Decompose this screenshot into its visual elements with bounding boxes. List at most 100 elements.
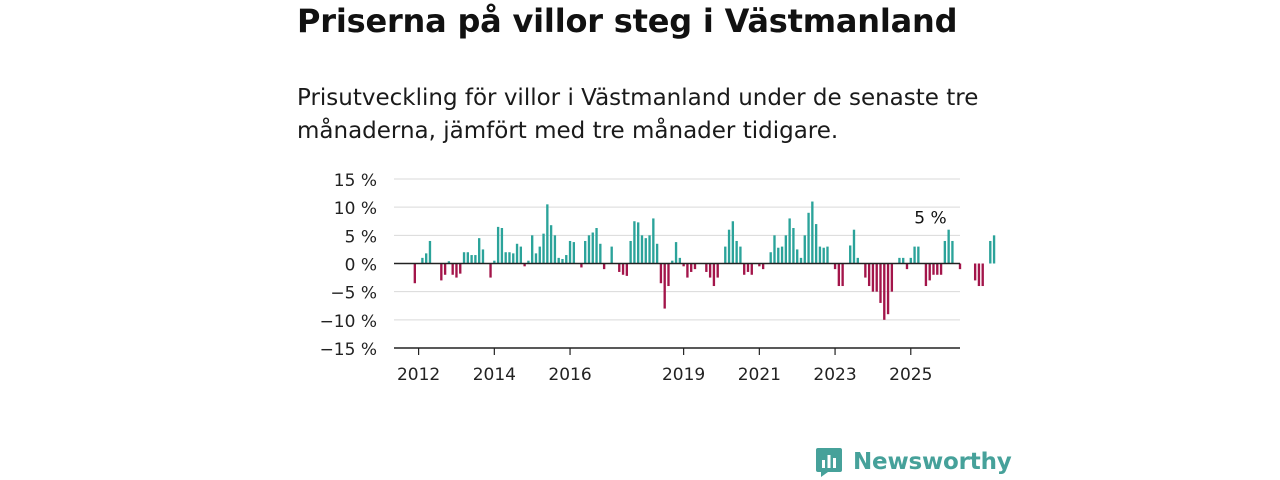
bar: [455, 263, 458, 278]
bar: [936, 263, 939, 275]
tick-labels: 15 % 10 % 5 % 0 % −5 % −10 % −15 % 2012 2014 2016…: [320, 171, 947, 385]
bar: [663, 263, 666, 309]
bar: [856, 257, 859, 264]
bar: [523, 263, 526, 267]
x-tick-label: 2014: [473, 365, 516, 385]
bar: [837, 263, 841, 287]
y-tick-label: −5 %: [330, 284, 377, 304]
bar: [500, 228, 504, 264]
bar: [451, 263, 454, 275]
bar: [871, 263, 875, 292]
bar: [777, 247, 780, 264]
bar: [633, 221, 636, 264]
bar: [690, 263, 693, 272]
bar: [803, 235, 806, 264]
bar: [591, 232, 594, 264]
bar: [992, 235, 996, 264]
bar: [644, 238, 647, 264]
y-tick-label: 5 %: [345, 227, 377, 247]
bar: [508, 252, 511, 264]
bar: [879, 263, 882, 303]
bar: [784, 235, 788, 264]
bar: [481, 249, 485, 264]
x-tick-label: 2016: [548, 365, 591, 385]
bar: [989, 240, 992, 264]
bar: [587, 235, 591, 264]
bar: [440, 263, 443, 281]
bar: [674, 242, 678, 264]
bar: [849, 245, 852, 264]
brand-name: Newsworthy: [853, 449, 1012, 475]
bar: [515, 243, 519, 264]
bar: [939, 263, 943, 275]
bar: [534, 253, 538, 264]
x-tick-label: 2021: [738, 365, 781, 385]
bar: [531, 235, 534, 264]
bar: [883, 263, 886, 320]
bar: [973, 263, 977, 281]
bar: [652, 218, 655, 264]
bar: [580, 263, 583, 268]
x-tick-label: 2023: [813, 365, 856, 385]
bar: [686, 263, 689, 278]
bar: [557, 257, 560, 264]
bar: [637, 222, 640, 264]
bar: [743, 263, 746, 275]
bar: [413, 263, 416, 284]
y-tick-label: 15 %: [334, 171, 377, 191]
bar: [780, 246, 784, 264]
bar: [924, 263, 928, 287]
bar: [788, 218, 791, 264]
bar: [678, 257, 682, 264]
bar: [913, 246, 916, 264]
x-tick-label: 2025: [889, 365, 932, 385]
y-tick-label: −10 %: [320, 312, 377, 332]
axes: [394, 262, 960, 355]
bar: [459, 263, 462, 274]
bar: [905, 263, 909, 270]
bar: [750, 263, 753, 275]
bar: [867, 263, 871, 287]
bar: [826, 246, 829, 264]
bar: [648, 235, 651, 264]
bar: [928, 263, 931, 281]
bar: [864, 263, 867, 278]
bar: [708, 263, 712, 278]
bar: [796, 249, 799, 264]
bar: [621, 263, 625, 275]
bar: [705, 263, 708, 272]
y-tick-label: 10 %: [334, 199, 377, 219]
bar: [629, 240, 632, 264]
bar: [425, 253, 428, 264]
bar: [519, 246, 523, 264]
bar: [735, 240, 738, 264]
bar: [610, 246, 613, 264]
bar: [811, 201, 814, 264]
bar: [898, 257, 901, 264]
bar: [659, 263, 663, 284]
bar: [943, 240, 947, 264]
bar: [549, 225, 553, 264]
bar: [746, 263, 750, 272]
bar: [932, 263, 935, 275]
bar: [724, 246, 727, 264]
bar: [712, 263, 716, 287]
bar: [512, 253, 515, 264]
bar: [489, 263, 492, 278]
bar: [890, 263, 894, 292]
bar: [951, 240, 954, 264]
bar: [527, 260, 530, 264]
bar: [761, 263, 765, 270]
bar: [886, 263, 890, 315]
x-tick-label: 2019: [662, 365, 705, 385]
bar: [538, 246, 541, 264]
y-tick-label: −15 %: [320, 340, 377, 360]
bar: [625, 263, 629, 276]
bar: [902, 257, 905, 264]
bar: [909, 257, 912, 264]
bar: [421, 257, 424, 264]
bar: [599, 243, 602, 264]
bar: [981, 263, 984, 287]
bar: [618, 263, 621, 272]
